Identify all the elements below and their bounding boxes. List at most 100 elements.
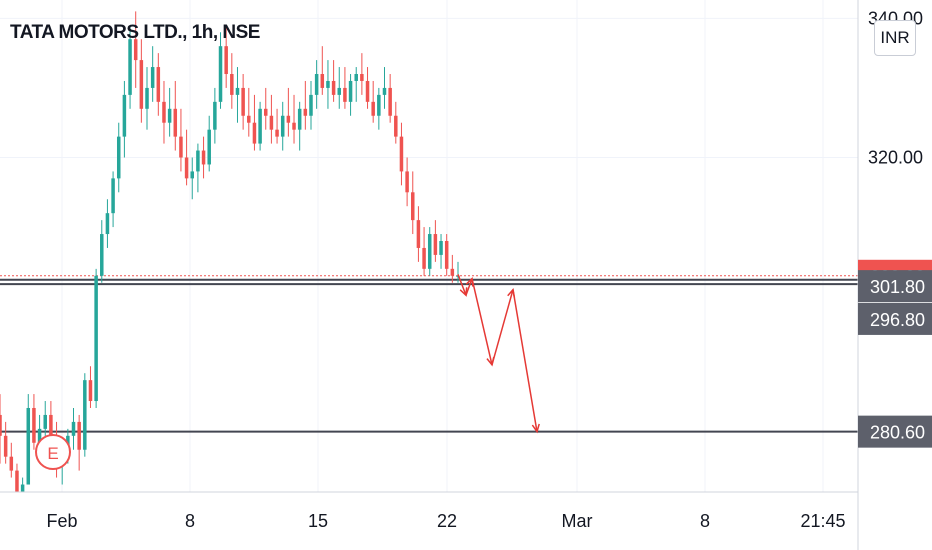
candle-body — [377, 94, 381, 116]
candle-body — [111, 178, 115, 214]
candle-body — [439, 240, 443, 255]
candle-body — [297, 108, 302, 130]
candlestick-series — [0, 11, 460, 492]
candle-body — [201, 150, 206, 165]
candle-body — [320, 74, 325, 88]
x-tick-label: 8 — [700, 511, 710, 531]
candle-body — [196, 150, 200, 172]
candle-body — [360, 74, 364, 81]
candle-body — [83, 380, 87, 450]
candle-body — [145, 87, 149, 109]
candle-body — [354, 74, 358, 81]
candle-body — [235, 87, 240, 95]
candle-body — [224, 46, 228, 75]
price-tag-label: 280.60 — [870, 423, 925, 443]
price-tag-label: 301.80 — [870, 277, 925, 297]
candle-body — [371, 101, 375, 116]
candle-body — [88, 380, 93, 402]
candle-body — [128, 39, 132, 95]
candle-body — [167, 108, 172, 123]
candle-body — [94, 275, 98, 402]
candle-body — [427, 234, 432, 269]
candle-body — [213, 101, 217, 130]
candle-body — [348, 80, 353, 102]
time-axis[interactable]: Feb 8 15 22 Mar 8 21:45 — [0, 491, 858, 531]
candle-body — [9, 456, 14, 471]
candle-body — [394, 115, 398, 137]
projection-arrow — [457, 274, 540, 434]
arrow-segment — [457, 274, 467, 296]
price-tag — [858, 270, 932, 303]
candle-body — [139, 60, 144, 109]
candle-body — [162, 101, 166, 123]
candle-body — [32, 407, 36, 443]
candle-body — [230, 74, 234, 95]
x-tick-label: 22 — [437, 511, 457, 531]
candle-body — [399, 136, 404, 172]
arrow-head — [531, 423, 540, 434]
candle-body — [433, 234, 438, 255]
candle-body — [405, 171, 409, 193]
candle-body — [179, 136, 183, 158]
candle-body — [133, 39, 138, 61]
candle-body — [207, 129, 211, 165]
candle-body — [450, 268, 455, 276]
candle-body — [173, 108, 178, 137]
candle-body — [241, 87, 245, 116]
candle-body — [331, 80, 336, 95]
x-tick-label: 8 — [185, 511, 195, 531]
candle-body — [20, 484, 25, 492]
arrow-segment — [512, 289, 538, 432]
candle-body — [292, 122, 296, 130]
symbol-title: TATA MOTORS LTD., 1h, NSE — [10, 22, 260, 43]
candle-body — [382, 87, 387, 95]
x-tick-label: 15 — [308, 511, 328, 531]
candle-body — [314, 74, 319, 95]
candle-body — [77, 421, 81, 450]
candle-body — [326, 80, 330, 88]
candle-body — [309, 94, 313, 116]
candle-body — [37, 428, 42, 443]
candle-body — [337, 87, 342, 95]
candle-body — [190, 171, 194, 179]
candle-body — [411, 192, 415, 221]
candle-body — [269, 115, 274, 130]
candle-body — [100, 234, 104, 276]
candle-body — [105, 213, 110, 235]
candle-body — [116, 136, 121, 179]
candle-body — [3, 435, 8, 457]
arrow-segment — [465, 278, 473, 296]
arrow-segment — [471, 278, 493, 366]
event-marker-circle[interactable] — [35, 434, 71, 470]
candle-body — [71, 421, 76, 436]
event-marker-label: E — [47, 444, 58, 463]
candle-body — [184, 157, 189, 179]
earnings-event-marker[interactable]: E — [35, 434, 71, 470]
candle-body — [343, 87, 347, 102]
candle-body — [150, 67, 155, 88]
candle-body — [247, 115, 251, 123]
candle-body — [264, 108, 268, 116]
candle-body — [258, 108, 262, 144]
arrow-segment — [491, 289, 514, 366]
price-tag — [858, 302, 932, 335]
candle-body — [303, 108, 308, 116]
candle-body — [26, 407, 31, 485]
y-tick-label: 320.00 — [868, 148, 923, 168]
currency-badge[interactable]: INR — [874, 20, 916, 56]
candle-body — [280, 115, 285, 137]
x-tick-label: Feb — [46, 511, 77, 531]
candle-body — [252, 122, 257, 144]
x-tick-label: Mar — [562, 511, 593, 531]
candle-body — [156, 67, 161, 102]
candle-body — [422, 247, 426, 269]
price-tag — [858, 415, 932, 448]
candle-body — [416, 220, 421, 248]
horizontal-levels — [0, 275, 858, 433]
x-tick-label: 21:45 — [800, 511, 845, 531]
candle-body — [275, 129, 279, 137]
candle-body — [218, 46, 223, 102]
candle-body — [365, 80, 370, 102]
